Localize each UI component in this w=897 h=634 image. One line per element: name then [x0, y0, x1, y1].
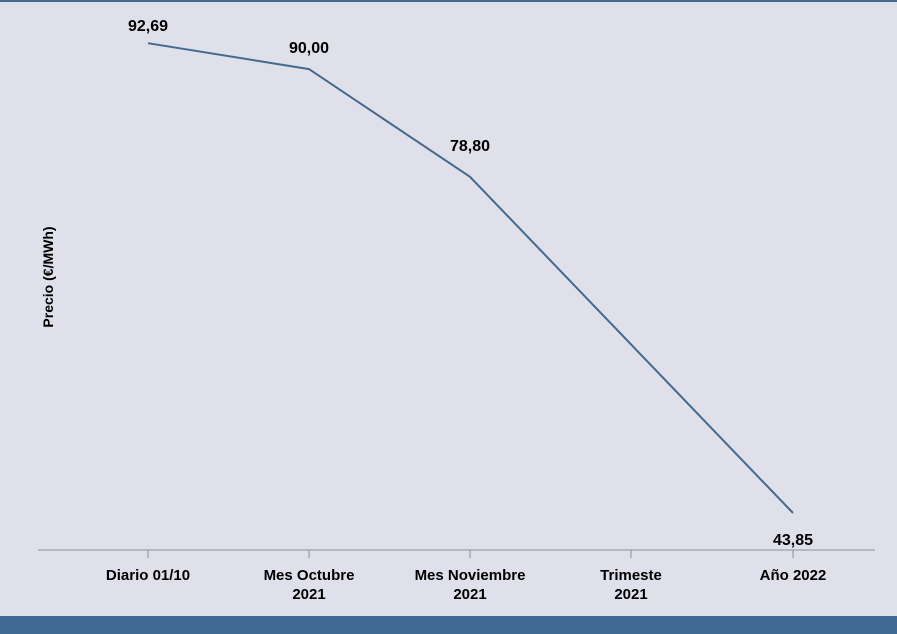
- x-axis-tick-labels: Diario 01/10 Mes Octubre 2021 Mes Noviembre…: [106, 567, 826, 603]
- x-tick-label: Mes Octubre 2021: [264, 567, 355, 603]
- data-label: 43,85: [773, 532, 813, 549]
- x-tick-label: Diario 01/10: [106, 567, 190, 584]
- y-axis-title: Precio (€/MWh): [40, 226, 56, 327]
- x-axis-ticks: [147, 550, 794, 558]
- data-labels: 92,69 90,00 78,80 43,85: [128, 18, 813, 549]
- data-label: 78,80: [450, 138, 490, 155]
- x-tick-label: Mes Noviembre 2021: [415, 567, 526, 603]
- x-tick-label: Año 2022: [760, 567, 827, 584]
- bottom-band: [0, 616, 897, 634]
- x-tick-label: Trimeste 2021: [600, 567, 662, 603]
- data-label: 90,00: [289, 40, 329, 57]
- data-label: 92,69: [128, 18, 168, 35]
- series-line: [147, 42, 794, 514]
